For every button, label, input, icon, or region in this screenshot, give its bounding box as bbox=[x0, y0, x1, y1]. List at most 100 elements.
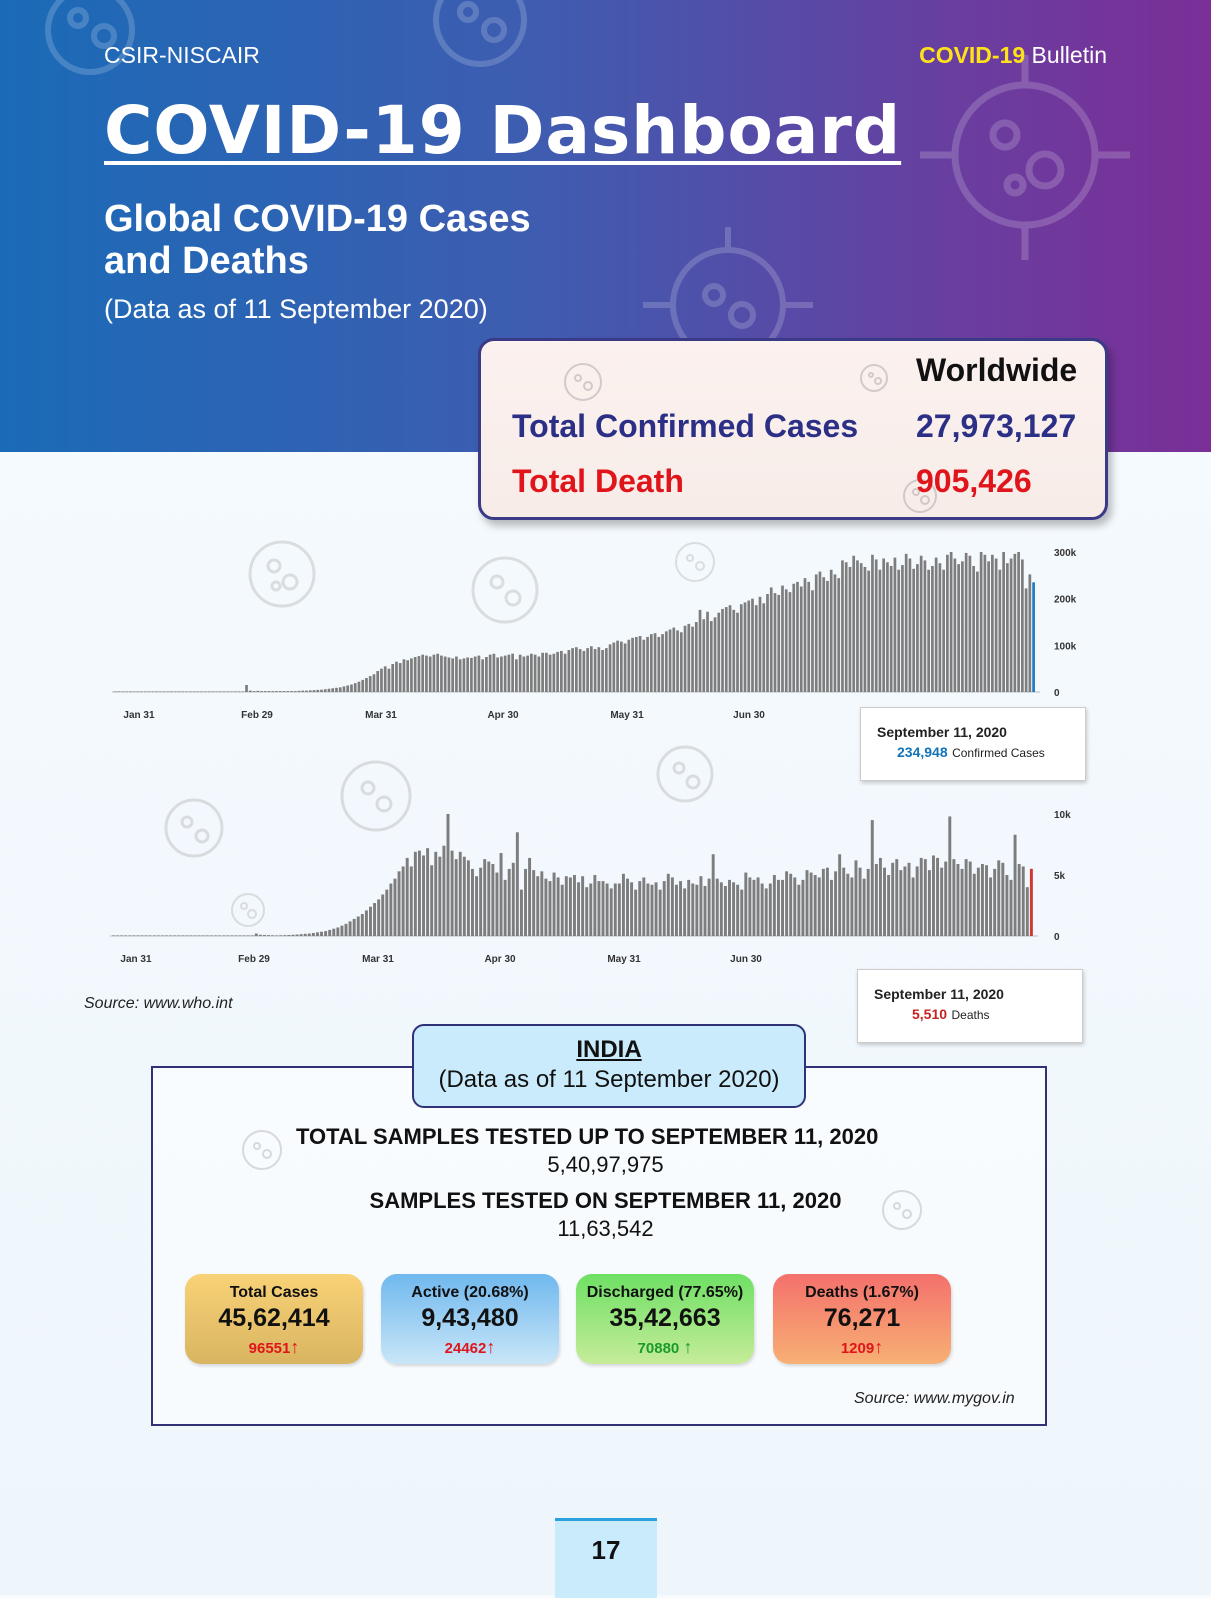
bar bbox=[848, 566, 852, 692]
virus-icon bbox=[45, 0, 135, 75]
bar bbox=[401, 866, 405, 936]
bar bbox=[160, 935, 164, 936]
bar bbox=[883, 867, 886, 936]
bar bbox=[526, 655, 529, 692]
bar bbox=[144, 935, 148, 936]
deaths-tooltip-date: September 11, 2020 bbox=[874, 986, 1004, 1002]
bar bbox=[573, 875, 576, 936]
bar bbox=[536, 876, 540, 936]
bar bbox=[188, 691, 192, 692]
bar bbox=[976, 867, 980, 936]
bar bbox=[454, 859, 458, 936]
bar bbox=[132, 935, 136, 936]
total-confirmed-value: 27,973,127 bbox=[916, 408, 1077, 444]
x-tick-label: Jun 30 bbox=[730, 954, 762, 965]
bar bbox=[923, 560, 927, 692]
as-of-date: (Data as of 11 September 2020) bbox=[104, 294, 488, 324]
bar bbox=[541, 652, 544, 692]
bar bbox=[927, 569, 931, 692]
virus-icon bbox=[675, 542, 715, 582]
bar bbox=[205, 935, 209, 936]
bar bbox=[850, 877, 854, 936]
bar bbox=[987, 561, 990, 692]
bar bbox=[777, 594, 781, 692]
bar bbox=[560, 650, 563, 692]
virus-icon bbox=[564, 363, 602, 401]
bar bbox=[961, 561, 964, 692]
bar bbox=[406, 660, 410, 692]
bar bbox=[485, 657, 488, 692]
bar bbox=[940, 867, 944, 936]
y-tick-label: 100k bbox=[1054, 641, 1077, 652]
bar bbox=[402, 659, 406, 692]
bar bbox=[132, 691, 136, 692]
card-label: Deaths (1.67%) bbox=[805, 1284, 919, 1301]
bar bbox=[299, 934, 303, 936]
bar bbox=[495, 872, 499, 936]
bar bbox=[844, 562, 848, 692]
bar bbox=[405, 857, 409, 936]
bar bbox=[739, 604, 743, 692]
bar bbox=[674, 884, 678, 936]
bar bbox=[450, 850, 454, 936]
bar bbox=[796, 581, 799, 692]
bar bbox=[871, 554, 874, 692]
bar bbox=[581, 876, 585, 936]
bar bbox=[769, 587, 773, 692]
bar bbox=[601, 650, 604, 692]
bar bbox=[589, 646, 593, 692]
bar bbox=[200, 691, 203, 692]
bar bbox=[683, 888, 687, 936]
bar bbox=[409, 866, 413, 936]
bar bbox=[491, 864, 495, 936]
bar bbox=[389, 883, 393, 936]
bar bbox=[657, 636, 661, 692]
day-samples-value: 11,63,542 bbox=[557, 1216, 654, 1241]
bar bbox=[458, 659, 462, 692]
bar bbox=[234, 935, 238, 936]
y-tick-label: 5k bbox=[1054, 871, 1066, 882]
bar bbox=[380, 668, 383, 692]
bar bbox=[979, 552, 983, 692]
bar bbox=[664, 631, 668, 692]
bar bbox=[582, 650, 586, 692]
bar bbox=[698, 609, 702, 692]
bar bbox=[934, 557, 938, 692]
arrow-up-icon: ↑ bbox=[683, 1337, 693, 1357]
bar bbox=[369, 906, 372, 936]
bar bbox=[983, 554, 987, 692]
bar bbox=[809, 872, 813, 936]
bar bbox=[866, 868, 870, 936]
bar bbox=[136, 691, 140, 692]
confirmed-tooltip-date: September 11, 2020 bbox=[877, 724, 1007, 740]
bar bbox=[764, 888, 768, 936]
y-tick-label: 0 bbox=[1054, 688, 1060, 699]
card-total-cases: Total Cases 45,62,414 96551↑ bbox=[185, 1274, 363, 1364]
bar bbox=[548, 881, 552, 936]
india-section bbox=[151, 1066, 1047, 1426]
bar bbox=[524, 868, 527, 936]
bar bbox=[781, 585, 784, 692]
confirmed-tooltip-unit: Confirmed Cases bbox=[952, 746, 1045, 760]
bar bbox=[332, 928, 336, 936]
bar bbox=[893, 557, 897, 692]
bar bbox=[1025, 887, 1029, 936]
bar bbox=[846, 873, 850, 936]
bar bbox=[578, 649, 582, 692]
bar bbox=[499, 853, 503, 936]
bar bbox=[560, 884, 564, 936]
bar bbox=[518, 654, 522, 692]
bar bbox=[466, 860, 470, 936]
bar bbox=[473, 656, 477, 692]
bar bbox=[833, 574, 837, 692]
bar bbox=[886, 562, 889, 692]
bar bbox=[421, 654, 425, 692]
x-tick-label: May 31 bbox=[610, 710, 644, 721]
bar bbox=[507, 654, 511, 692]
bar bbox=[813, 875, 817, 936]
bar bbox=[218, 935, 222, 936]
bar bbox=[834, 871, 838, 936]
bar bbox=[642, 877, 646, 936]
bar bbox=[207, 691, 211, 692]
bar bbox=[841, 560, 844, 692]
